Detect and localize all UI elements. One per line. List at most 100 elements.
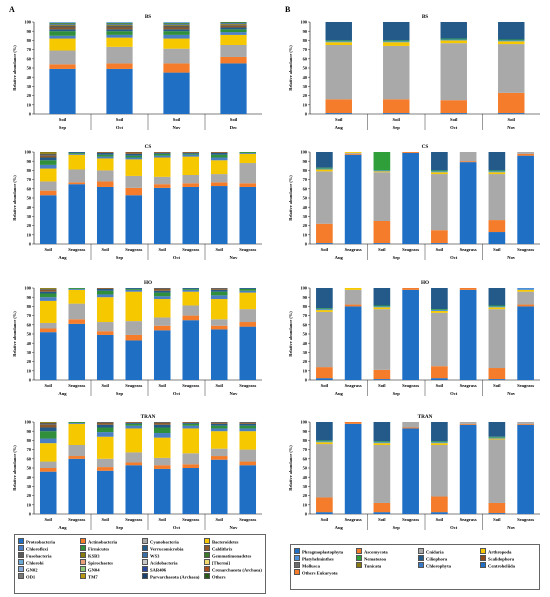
bar-segment-a-cs-2-0 <box>96 186 114 244</box>
legend-item-a-18: SAR406 <box>142 566 166 574</box>
x-category-label-a-ho-5: Seagrass <box>182 383 199 388</box>
bar-segment-b-bs-0-6 <box>325 22 352 41</box>
bar-segment-b-bs-2-5 <box>440 38 467 40</box>
x-category-label-a-ho-2: Soil <box>102 383 110 388</box>
legend-label: Cnidaria <box>426 549 444 555</box>
ytick-label-a-ho-100: 100 <box>24 286 31 291</box>
bar-segment-a-cs-2-5 <box>96 154 114 157</box>
bar-segment-b-ho-4-1 <box>431 366 448 379</box>
chart-title-a-cs: CS <box>145 144 152 150</box>
bar-segment-a-ho-4-1 <box>153 325 171 331</box>
legend-label: Phragmoplastophyta <box>302 549 344 555</box>
bar-segment-b-cs-4-5 <box>431 170 448 172</box>
bar-segment-a-cs-3-6 <box>125 153 143 156</box>
bar-segment-b-bs-0-0 <box>325 113 352 114</box>
x-category-label-a-ho-3: Seagrass <box>125 383 142 388</box>
bar-segment-a-ho-6-1 <box>210 325 228 330</box>
x-category-label-b-cs-1: Seagrass <box>345 247 362 252</box>
ytick-label-b-tran-90: 90 <box>303 429 308 434</box>
y-axis-label-a-ho: Relative abundance (%) <box>12 311 17 357</box>
bar-segment-a-ho-3-6 <box>125 288 143 289</box>
bar-segment-b-cs-0-4 <box>316 168 333 170</box>
bar-segment-a-cs-5-0 <box>182 186 200 244</box>
ytick-label-b-cs-70: 70 <box>303 177 308 182</box>
bar-segment-b-cs-6-6 <box>488 152 506 171</box>
bar-segment-a-ho-6-4 <box>210 295 228 300</box>
legend-swatch <box>80 559 86 565</box>
bar-segment-a-ho-5-6 <box>182 288 200 289</box>
bar-segment-b-bs-3-4 <box>498 40 525 42</box>
legend-label: Spirochaetes <box>88 560 113 566</box>
bar-segment-b-cs-4-1 <box>431 230 448 244</box>
bar-segment-a-ho-6-5 <box>210 291 228 296</box>
legend-label: TM7 <box>88 574 98 580</box>
bar-segment-a-bs-2-11 <box>163 22 190 24</box>
bar-segment-b-bs-0-5 <box>325 40 352 42</box>
bar-segment-a-cs-4-5 <box>153 153 171 156</box>
bar-segment-a-ho-2-2 <box>96 322 114 332</box>
bar-segment-a-cs-0-7 <box>39 155 57 158</box>
legend-swatch <box>142 559 148 565</box>
bar-segment-a-cs-2-1 <box>96 181 114 187</box>
x-category-label-a-ho-1: Seagrass <box>68 383 85 388</box>
bar-segment-a-bs-0-5 <box>49 31 76 36</box>
bar-segment-b-ho-4-2 <box>431 312 448 367</box>
bar-segment-a-tran-3-0 <box>125 465 143 514</box>
bar-segment-b-bs-0-3 <box>325 42 352 45</box>
bar-segment-a-bs-0-0 <box>49 68 76 114</box>
legend-label: Chloroflexi <box>26 546 49 552</box>
ytick-label-a-cs-40: 40 <box>27 205 32 210</box>
ytick-label-a-bs-50: 50 <box>27 66 32 71</box>
bar-segment-a-cs-2-3 <box>96 158 114 171</box>
bar-segment-a-bs-1-1 <box>106 63 133 69</box>
legend-box-a <box>14 534 266 594</box>
bar-segment-a-cs-0-6 <box>39 157 57 161</box>
bar-segment-b-ho-7-0 <box>517 306 534 380</box>
ytick-label-a-cs-70: 70 <box>27 177 32 182</box>
legend-item-b-5: Nematozoa <box>356 555 386 563</box>
x-group-label-a-cs-3: Nov <box>230 255 239 260</box>
legend-item-a-13: Spirochaetes <box>80 559 113 567</box>
legend-swatch <box>80 566 86 572</box>
bar-segment-a-tran-6-1 <box>210 456 228 460</box>
legend-item-a-3: Bacteroidetes <box>204 538 238 546</box>
legend-label: Others <box>212 574 226 580</box>
bar-segment-a-ho-4-0 <box>153 330 171 380</box>
ytick-label-b-ho-70: 70 <box>303 313 308 318</box>
bar-segment-a-bs-2-7 <box>163 27 190 30</box>
ytick-label-b-cs-0: 0 <box>305 242 308 247</box>
ytick-label-b-tran-50: 50 <box>303 466 308 471</box>
bar-segment-a-ho-0-7 <box>39 289 57 292</box>
bar-segment-a-ho-0-9 <box>39 288 57 289</box>
bar-segment-a-tran-2-0 <box>96 470 114 514</box>
legend-item-a-22: Parvarchaeota (Archaea) <box>142 573 199 581</box>
x-category-label-b-bs-1: Soil <box>393 117 401 122</box>
bar-segment-b-tran-7-2 <box>517 422 534 424</box>
bar-segment-b-ho-2-3 <box>373 307 391 310</box>
bar-segment-b-bs-1-2 <box>383 45 410 100</box>
legend-swatch <box>356 548 362 554</box>
ytick-label-b-ho-100: 100 <box>300 286 307 291</box>
bar-segment-a-ho-2-7 <box>96 288 114 289</box>
bar-segment-b-tran-4-2 <box>431 445 448 497</box>
legend-item-a-17: GN04 <box>80 566 99 574</box>
bar-segment-a-tran-7-2 <box>239 449 257 462</box>
bar-segment-a-cs-3-1 <box>125 187 143 196</box>
bar-segment-a-ho-4-7 <box>153 288 171 291</box>
ytick-label-a-ho-50: 50 <box>27 332 32 337</box>
bar-segment-a-tran-0-3 <box>39 443 57 462</box>
bar-segment-a-ho-7-4 <box>239 290 257 293</box>
x-group-label-a-tran-3: Nov <box>230 525 239 530</box>
bar-segment-a-bs-3-7 <box>220 25 247 28</box>
bar-segment-a-bs-1-6 <box>106 29 133 32</box>
bar-segment-a-bs-0-2 <box>49 50 76 65</box>
bar-segment-a-tran-7-0 <box>239 465 257 514</box>
bar-segment-b-ho-3-1 <box>402 288 419 290</box>
bar-segment-a-cs-7-1 <box>239 183 257 187</box>
bar-segment-b-ho-2-4 <box>373 306 391 308</box>
bar-segment-a-bs-1-5 <box>106 31 133 35</box>
ytick-label-b-bs-100: 100 <box>300 20 307 25</box>
legend-swatch <box>204 566 210 572</box>
ytick-label-a-tran-10: 10 <box>27 502 32 507</box>
